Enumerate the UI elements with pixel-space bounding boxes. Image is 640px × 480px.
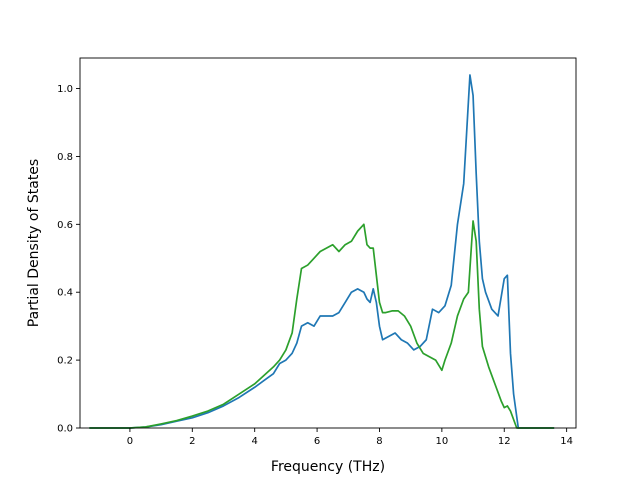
x-tick-label: 2 [189, 436, 195, 447]
x-tick-label: 8 [376, 436, 382, 447]
x-tick-label: 12 [498, 436, 511, 447]
plot-lines [89, 74, 555, 429]
y-axis-label: Partial Density of States [26, 159, 42, 327]
x-tick-label: 4 [252, 436, 258, 447]
x-axis-label: Frequency (THz) [271, 459, 385, 475]
x-axis-ticks: 0 2 4 6 8 10 12 14 [127, 428, 573, 447]
y-tick-label: 0.4 [57, 288, 73, 299]
y-tick-label: 1.0 [57, 84, 73, 95]
y-tick-label: 0.2 [57, 356, 73, 367]
x-tick-label: 6 [314, 436, 320, 447]
y-tick-label: 0.6 [57, 220, 73, 231]
y-tick-label: 0.8 [57, 152, 73, 163]
x-tick-label: 0 [127, 436, 133, 447]
series-line-2 [89, 220, 555, 429]
axes-frame [79, 57, 577, 429]
series-line-1 [89, 74, 555, 429]
x-tick-label: 14 [560, 436, 573, 447]
y-axis-ticks: 0.0 0.2 0.4 0.6 0.8 1.0 [57, 84, 80, 435]
y-tick-label: 0.0 [57, 424, 73, 435]
x-tick-label: 10 [435, 436, 448, 447]
